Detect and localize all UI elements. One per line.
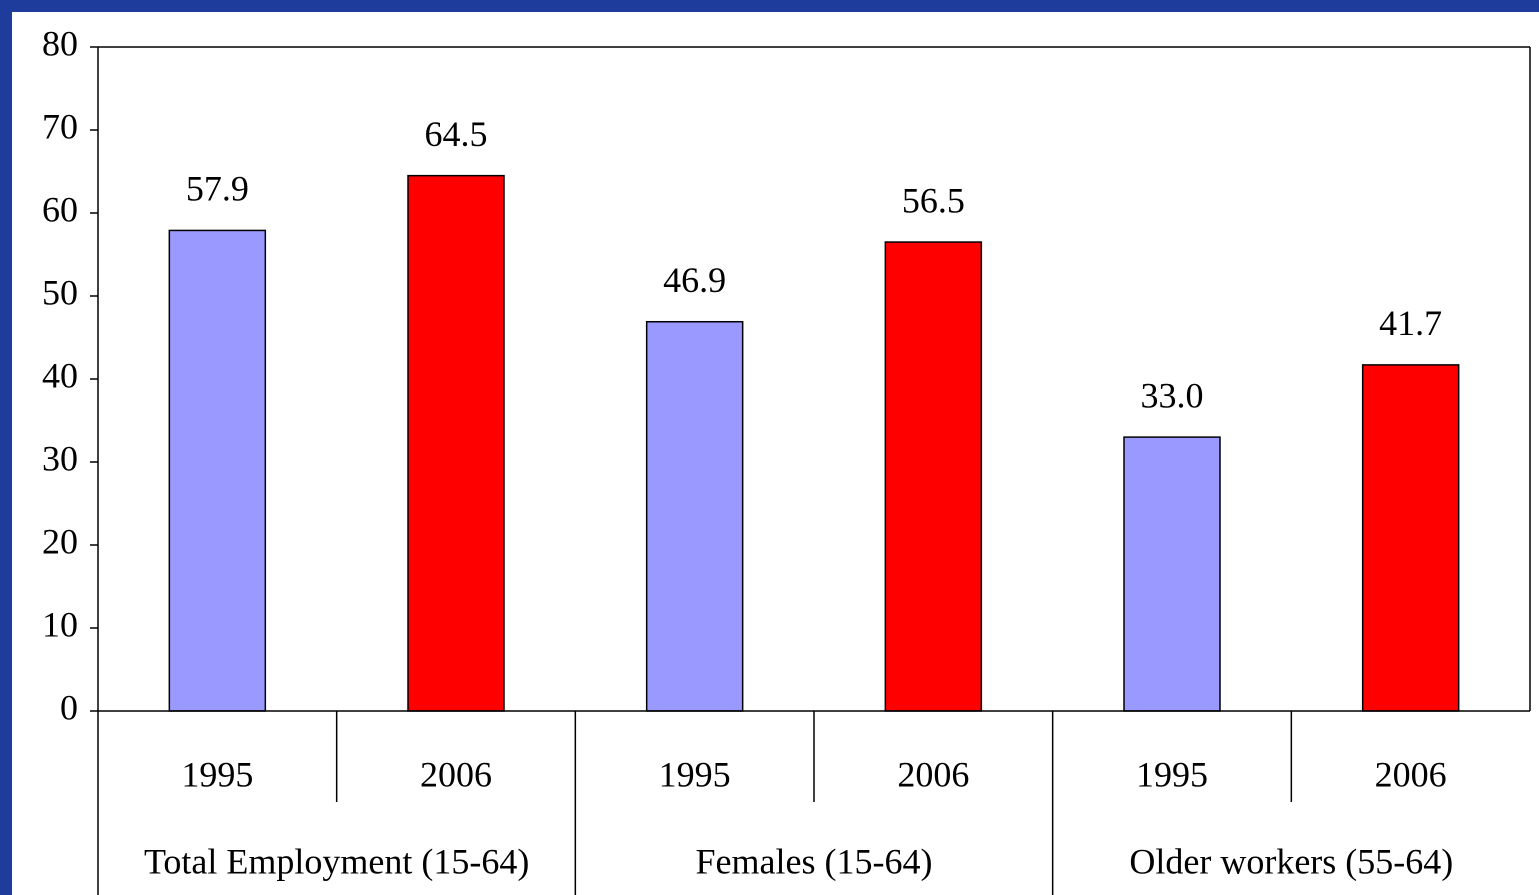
bar [1361, 364, 1460, 712]
bar [168, 229, 267, 712]
value-label: 33.0 [1141, 375, 1204, 415]
value-label: 56.5 [902, 180, 965, 220]
y-tick-label: 0 [60, 687, 78, 727]
bar [884, 241, 983, 712]
value-label: 64.5 [425, 114, 488, 154]
x-tick-label: 1995 [181, 754, 253, 794]
group-label: Total Employment (15-64) [144, 841, 529, 881]
chart-background [12, 12, 1539, 895]
value-label: 46.9 [663, 260, 726, 300]
x-tick-label: 2006 [1375, 754, 1447, 794]
y-tick-label: 10 [42, 604, 78, 644]
x-tick-label: 1995 [1136, 754, 1208, 794]
y-tick-label: 80 [42, 23, 78, 63]
y-tick-label: 30 [42, 438, 78, 478]
y-tick-label: 60 [42, 189, 78, 229]
y-tick-label: 20 [42, 521, 78, 561]
y-tick-label: 70 [42, 106, 78, 146]
value-label: 41.7 [1379, 303, 1442, 343]
x-tick-label: 2006 [420, 754, 492, 794]
group-label: Older workers (55-64) [1129, 841, 1453, 881]
y-tick-label: 50 [42, 272, 78, 312]
bar [407, 174, 505, 712]
value-label: 57.9 [186, 169, 249, 209]
bar [645, 320, 744, 712]
group-label: Females (15-64) [696, 841, 933, 881]
bar [1123, 436, 1221, 712]
x-tick-label: 1995 [659, 754, 731, 794]
y-tick-label: 40 [42, 355, 78, 395]
x-tick-label: 2006 [897, 754, 969, 794]
